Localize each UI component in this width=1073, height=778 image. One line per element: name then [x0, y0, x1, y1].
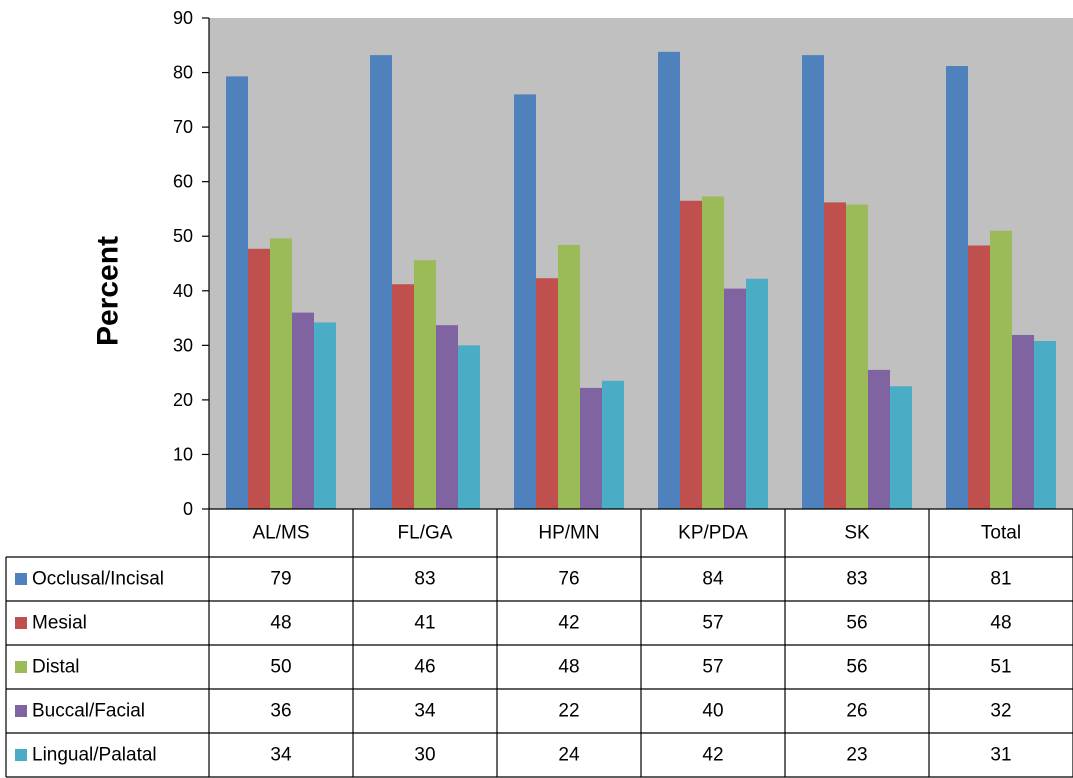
bar: [802, 55, 824, 509]
x-tick-label: SK: [844, 523, 870, 544]
data-label: 56: [846, 657, 867, 678]
data-label: 42: [558, 613, 579, 634]
y-tick-label: 50: [173, 226, 193, 246]
bar: [746, 278, 768, 509]
x-tick-label: Total: [981, 523, 1021, 544]
y-tick-label: 40: [173, 281, 193, 301]
y-tick-label: 0: [183, 499, 193, 519]
bar: [392, 284, 414, 509]
data-label: 34: [270, 745, 292, 766]
data-label: 48: [990, 613, 1011, 634]
data-label: 22: [558, 701, 579, 722]
data-label: 50: [270, 657, 291, 678]
x-tick-label: HP/MN: [538, 523, 599, 544]
y-tick-label: 60: [173, 172, 193, 192]
y-axis-title: Percent: [92, 236, 125, 346]
bar: [536, 278, 558, 509]
data-label: 83: [846, 569, 867, 590]
bar: [602, 380, 624, 509]
bar: [680, 200, 702, 509]
data-label: 40: [702, 701, 723, 722]
y-axis: 0 10 20 30 40 50 60 70 80 90: [173, 8, 210, 519]
legend-swatch: [15, 749, 27, 761]
data-label: 57: [702, 657, 723, 678]
data-label: 79: [270, 569, 291, 590]
bar: [846, 204, 868, 509]
bar: [824, 202, 846, 510]
x-tick-label: FL/GA: [398, 523, 453, 544]
bar: [868, 369, 890, 509]
data-label: 32: [990, 701, 1011, 722]
y-tick-label: 30: [173, 335, 193, 355]
data-label: 23: [846, 745, 867, 766]
data-label: 34: [414, 701, 436, 722]
data-label: 56: [846, 613, 867, 634]
data-label: 84: [702, 569, 724, 590]
bar: [890, 386, 912, 509]
bar: [1034, 340, 1056, 509]
y-tick-label: 90: [173, 8, 193, 28]
y-tick-label: 80: [173, 63, 193, 83]
data-label: 24: [558, 745, 580, 766]
legend-swatch: [15, 661, 27, 673]
bar: [968, 245, 990, 509]
legend-label: Distal: [32, 657, 80, 678]
bar: [270, 238, 292, 509]
legend-swatch: [15, 617, 27, 629]
data-label: 81: [990, 569, 1011, 590]
legend-swatch: [15, 573, 27, 585]
y-tick-label: 10: [173, 444, 193, 464]
bar: [414, 260, 436, 509]
data-label: 46: [414, 657, 435, 678]
bar: [558, 244, 580, 509]
x-tick-label: KP/PDA: [678, 523, 748, 544]
data-label: 83: [414, 569, 435, 590]
data-label: 41: [414, 613, 435, 634]
bar: [292, 312, 314, 509]
y-tick-label: 20: [173, 390, 193, 410]
data-label: 36: [270, 701, 291, 722]
data-label: 76: [558, 569, 579, 590]
data-table: AL/MS FL/GA HP/MN KP/PDA SK Total Occlusal/Inc…: [5, 508, 1073, 778]
legend-swatch: [15, 705, 27, 717]
legend-label: Buccal/Facial: [32, 701, 145, 722]
bar: [1012, 334, 1034, 509]
data-label: 42: [702, 745, 723, 766]
data-label: 57: [702, 613, 723, 634]
bar: [314, 322, 336, 509]
bar: [580, 387, 602, 509]
bars: [226, 51, 1056, 510]
plot-area: [209, 18, 1073, 509]
legend-label: Mesial: [32, 613, 87, 634]
bar: [702, 196, 724, 509]
y-tick-label: 70: [173, 117, 193, 137]
data-label: 51: [990, 657, 1011, 678]
bar: [658, 51, 680, 510]
bar: [990, 230, 1012, 509]
bar: [370, 55, 392, 509]
bar: [248, 248, 270, 509]
legend-label: Lingual/Palatal: [32, 745, 157, 766]
data-label: 48: [270, 613, 291, 634]
bar: [458, 345, 480, 509]
legend-label: Occlusal/Incisal: [32, 569, 164, 590]
data-label: 26: [846, 701, 867, 722]
bar: [226, 76, 248, 509]
data-label: 31: [990, 745, 1011, 766]
data-label: 48: [558, 657, 579, 678]
data-label: 30: [414, 745, 435, 766]
bar: [946, 66, 968, 510]
x-tick-label: AL/MS: [252, 523, 309, 544]
bar: [514, 94, 536, 509]
bar: [724, 288, 746, 509]
bar: [436, 325, 458, 509]
